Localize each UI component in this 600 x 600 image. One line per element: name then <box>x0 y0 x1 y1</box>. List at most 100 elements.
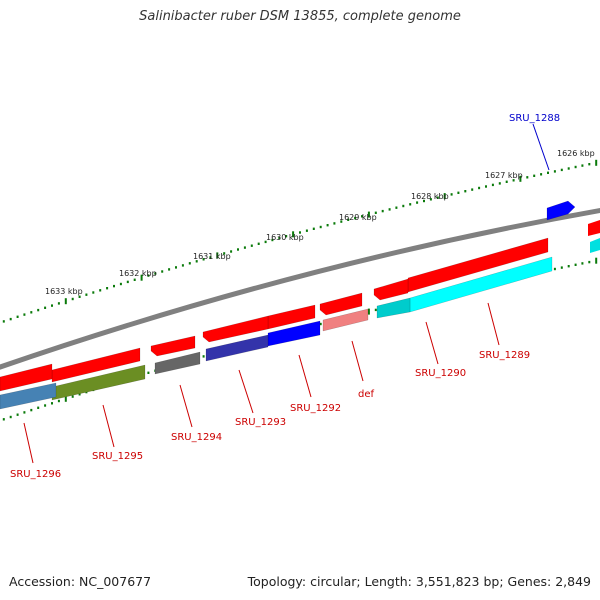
outer-ruler-tick <box>381 209 384 213</box>
gene-sru-1294[interactable] <box>150 335 201 375</box>
gene-label-sru-1288[interactable]: SRU_1288 <box>509 113 560 124</box>
outer-ruler-tick <box>147 274 150 277</box>
ruler-label-1632: 1632 kbp <box>119 269 157 278</box>
gene-label-sru-1290[interactable]: SRU_1290 <box>415 368 466 379</box>
gene-sru-1292[interactable] <box>267 304 321 347</box>
callout-line-sru-1293 <box>238 369 254 414</box>
gene-sru-1296-strand-a[interactable] <box>0 363 53 392</box>
inner-ruler-tick <box>595 257 598 264</box>
outer-ruler-tick <box>312 227 315 230</box>
outer-ruler-tick <box>485 185 487 188</box>
gene-sru-1296-strand-b[interactable] <box>0 382 57 410</box>
ruler-label-1626: 1626 kbp <box>557 149 595 158</box>
gene-sru-1290-strand-b[interactable] <box>376 297 411 319</box>
outer-ruler-tick <box>126 280 129 284</box>
outer-ruler-tick <box>347 218 350 221</box>
outer-ruler-tick <box>161 270 164 273</box>
ruler-label-1628: 1628 kbp <box>411 192 449 201</box>
gene-sru-1290[interactable] <box>373 278 411 319</box>
outer-ruler-tick <box>230 250 233 253</box>
outer-ruler-tick <box>209 256 212 259</box>
map-title: Salinibacter ruber DSM 13855, complete g… <box>139 9 461 24</box>
outer-ruler-tick <box>388 208 391 211</box>
outer-ruler-tick <box>175 266 177 269</box>
ruler-labels: 1626 kbp 1627 kbp 1628 kbp 1629 kbp 1630… <box>45 149 595 296</box>
outer-ruler-tick <box>16 315 19 318</box>
gene-label-sru-1296[interactable]: SRU_1296 <box>10 469 61 480</box>
outer-ruler-tick <box>581 164 584 167</box>
gene-sru-1289[interactable] <box>407 237 553 313</box>
outer-ruler-tick <box>30 311 33 314</box>
inner-ruler-tick <box>560 266 563 269</box>
gene-label-sru-1289[interactable]: SRU_1289 <box>479 350 530 361</box>
outer-ruler-tick <box>450 193 453 196</box>
gene-sru-1293-strand-b[interactable] <box>205 334 269 362</box>
callout-line-sru-1295 <box>102 404 115 448</box>
gene-label-sru-1295[interactable]: SRU_1295 <box>92 451 143 462</box>
gene-features <box>0 200 600 410</box>
callout-lines <box>23 123 550 464</box>
outer-ruler-tick <box>154 272 157 275</box>
accession-label: Accession: NC_007677 <box>9 574 152 589</box>
inner-ruler-tick <box>71 395 74 398</box>
gene-sru-1293-strand-a[interactable] <box>202 315 269 343</box>
gene-edge-partial-red <box>588 220 600 236</box>
gene-def-strand-a[interactable] <box>319 292 363 316</box>
gene-sru-1288-arrow[interactable] <box>546 200 576 221</box>
inner-ruler-tick <box>567 265 570 268</box>
outer-ruler-tick <box>361 215 363 218</box>
outer-ruler-tick <box>319 225 322 229</box>
outer-ruler-tick <box>2 320 5 323</box>
gene-sru-1288[interactable] <box>546 200 576 221</box>
genome-summary-label: Topology: circular; Length: 3,551,823 bp… <box>247 574 591 589</box>
gene-sru-1295[interactable] <box>51 347 146 401</box>
gene-def-strand-b[interactable] <box>322 308 369 332</box>
inner-ruler-tick <box>367 308 370 315</box>
inner-ruler-tick <box>78 393 81 396</box>
callout-line-sru-1292 <box>298 354 312 398</box>
outer-ruler-tick <box>271 238 274 242</box>
outer-ruler-tick <box>305 229 308 232</box>
gene-sru-1293[interactable] <box>202 315 269 362</box>
outer-ruler-tick <box>498 182 501 185</box>
gene-sru-1296[interactable] <box>0 363 57 410</box>
gene-sru-1290-strand-a[interactable] <box>373 278 409 301</box>
inner-ruler-tick <box>30 408 33 412</box>
callout-line-def <box>351 340 364 382</box>
outer-ruler-tick <box>264 240 267 244</box>
gene-label-sru-1294[interactable]: SRU_1294 <box>171 432 222 443</box>
outer-ruler-tick <box>57 302 60 305</box>
outer-ruler-tick <box>106 287 109 290</box>
gene-def[interactable] <box>319 292 369 332</box>
gene-sru-1294-strand-b[interactable] <box>154 351 201 375</box>
outer-ruler-tick <box>429 198 432 201</box>
outer-ruler-tick <box>99 289 102 292</box>
outer-ruler-tick <box>464 190 467 193</box>
inner-ruler-tick <box>9 415 12 419</box>
callout-line-sru-1296 <box>23 422 34 464</box>
ruler-label-1631: 1631 kbp <box>193 252 231 261</box>
outer-ruler-tick <box>51 304 53 307</box>
inner-ruler-tick <box>574 263 577 266</box>
outer-ruler-tick <box>237 248 239 251</box>
outer-ruler-tick <box>374 211 377 214</box>
inner-ruler-tick <box>553 267 556 271</box>
gene-label-sru-1292[interactable]: SRU_1292 <box>290 403 341 414</box>
outer-ruler-tick <box>44 306 47 309</box>
outer-ruler-tick <box>526 176 529 179</box>
outer-ruler-tick <box>326 224 329 227</box>
outer-ruler-tick <box>560 168 563 172</box>
outer-ruler-tick <box>340 220 343 223</box>
gene-sru-1294-strand-a[interactable] <box>150 335 196 357</box>
inner-ruler-tick <box>588 260 591 264</box>
outer-ruler-tick <box>443 193 446 200</box>
gene-label-def[interactable]: def <box>358 389 375 400</box>
outer-ruler-tick <box>92 291 95 294</box>
inner-ruler-tick <box>64 395 67 402</box>
gene-label-sru-1293[interactable]: SRU_1293 <box>235 417 286 428</box>
outer-ruler-tick <box>250 244 253 247</box>
outer-ruler-tick <box>278 236 281 240</box>
gene-edge-partial <box>588 220 600 253</box>
